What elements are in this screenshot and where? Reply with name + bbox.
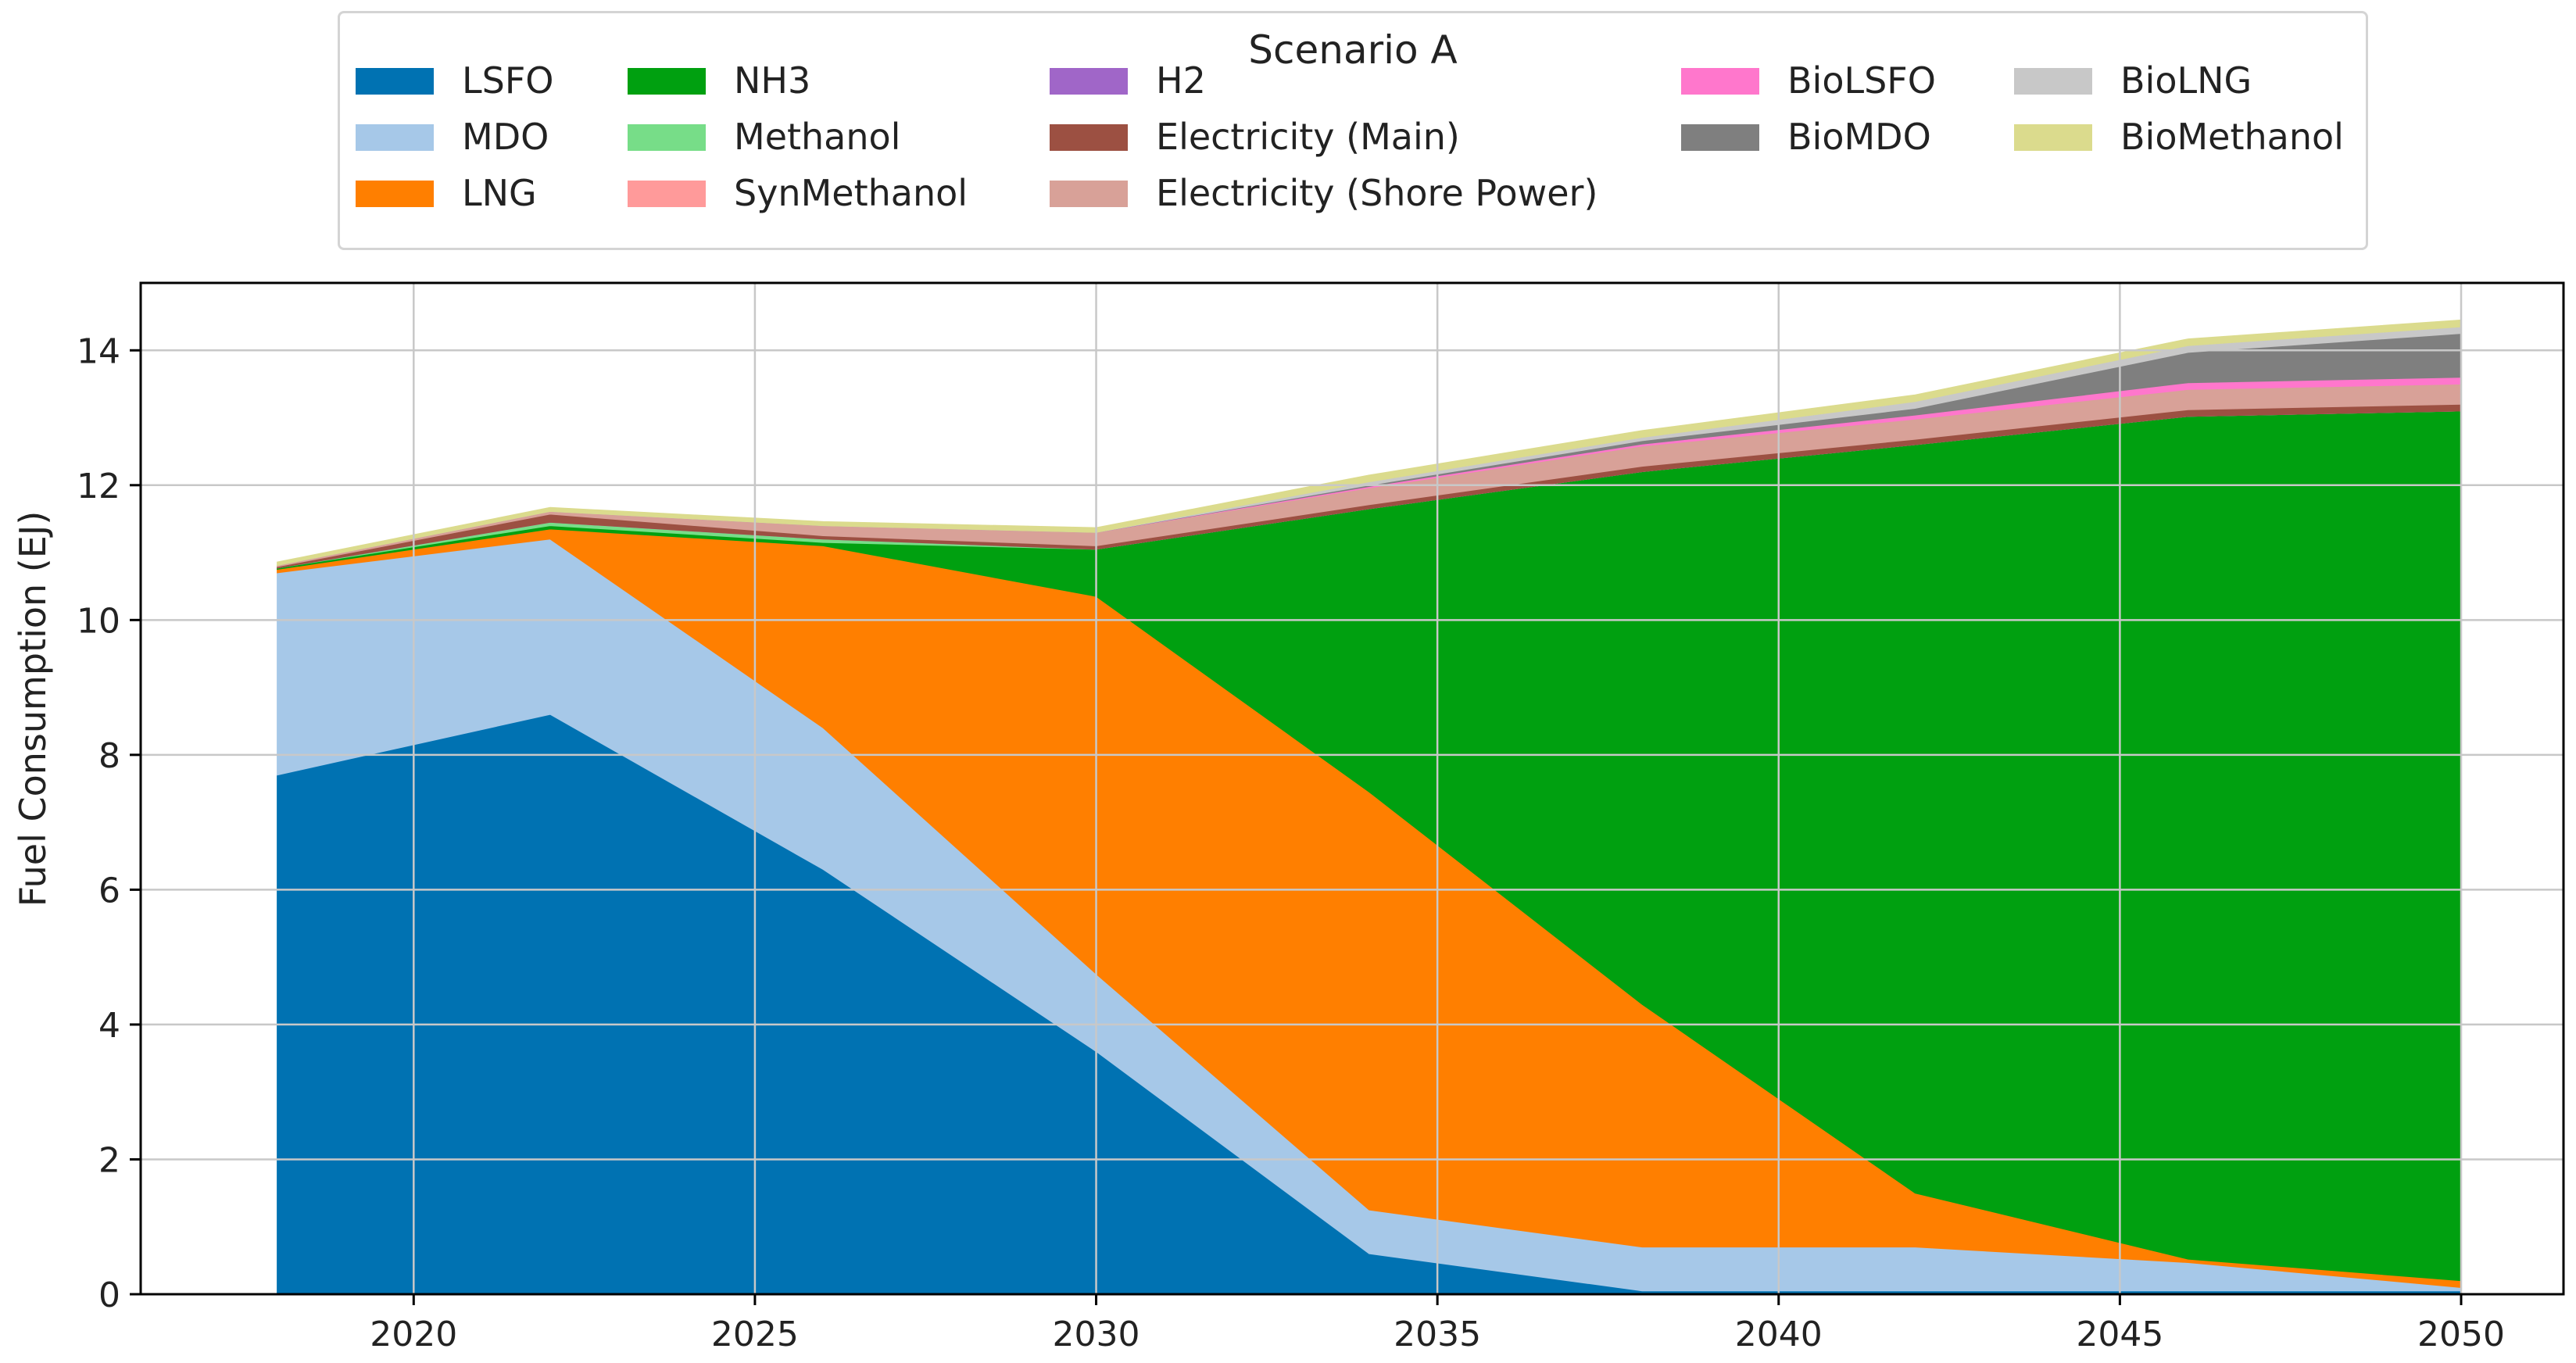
axis-ticks: 2020 2025 2030 2035 2040 2045 2050 0 2 4 6 8 10 12 14 — [77, 331, 2505, 1354]
legend-label: BioLNG — [2120, 59, 2252, 102]
x-tick-label: 2035 — [1394, 1315, 1481, 1354]
legend-label: Electricity (Shore Power) — [1156, 172, 1598, 214]
y-tick-label: 14 — [77, 331, 120, 371]
y-tick-label: 4 — [98, 1006, 120, 1046]
legend-swatch — [1050, 68, 1128, 95]
legend-label: SynMethanol — [734, 172, 968, 214]
legend-label: MDO — [462, 116, 549, 158]
legend-swatch — [1681, 68, 1759, 95]
legend: Scenario A LSFO MDO LNG NH3 Methanol SynMetha… — [338, 11, 2368, 250]
x-tick-label: 2040 — [1735, 1315, 1823, 1354]
chart-title: Scenario A — [1248, 27, 1458, 73]
area-layer — [277, 319, 2462, 1295]
legend-swatch — [2014, 68, 2092, 95]
legend-label: Methanol — [734, 116, 901, 158]
x-tick-label: 2045 — [2076, 1315, 2163, 1354]
legend-label: H2 — [1156, 59, 1206, 102]
legend-swatch — [628, 124, 706, 151]
x-tick-label: 2025 — [711, 1315, 799, 1354]
legend-swatch — [2014, 124, 2092, 151]
legend-swatch — [628, 68, 706, 95]
plot-frame — [139, 281, 2565, 1296]
legend-swatch — [356, 124, 434, 151]
legend-swatch — [628, 181, 706, 207]
x-tick-label: 2020 — [370, 1315, 457, 1354]
y-tick-label: 8 — [98, 736, 120, 776]
y-tick-label: 2 — [98, 1140, 120, 1180]
legend-label: Electricity (Main) — [1156, 116, 1460, 158]
legend-label: LNG — [462, 172, 537, 214]
x-tick-label: 2030 — [1053, 1315, 1140, 1354]
y-tick-label: 12 — [77, 467, 120, 506]
legend-swatch — [1050, 181, 1128, 207]
legend-label: BioLSFO — [1787, 59, 1936, 102]
y-tick-label: 6 — [98, 871, 120, 910]
y-tick-label: 0 — [98, 1275, 120, 1315]
y-axis-label: Fuel Consumption (EJ) — [12, 511, 54, 907]
legend-label: BioMDO — [1787, 116, 1931, 158]
legend-label: LSFO — [462, 59, 554, 102]
x-tick-label: 2050 — [2417, 1315, 2505, 1354]
legend-label: BioMethanol — [2120, 116, 2344, 158]
legend-swatch — [1681, 124, 1759, 151]
legend-label: NH3 — [734, 59, 811, 102]
legend-swatch — [1050, 124, 1128, 151]
legend-swatch — [356, 68, 434, 95]
y-tick-label: 10 — [77, 601, 120, 641]
legend-swatch — [356, 181, 434, 207]
